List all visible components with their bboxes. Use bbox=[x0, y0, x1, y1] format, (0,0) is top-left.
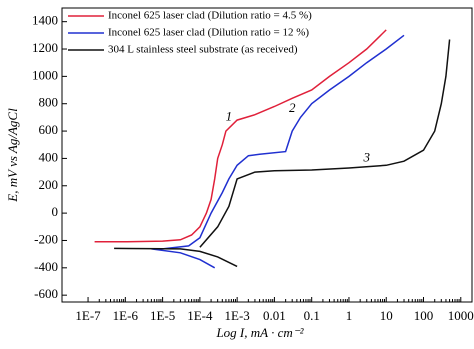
x-tick-label: 1 bbox=[346, 308, 353, 323]
curve-label: 1 bbox=[226, 108, 233, 123]
plot-frame bbox=[61, 7, 473, 303]
x-tick-label: 100 bbox=[414, 308, 434, 323]
legend-label: 304 L stainless steel substrate (as rece… bbox=[108, 44, 298, 56]
y-tick-label: -200 bbox=[34, 231, 58, 246]
x-axis-label: Log I, mA · cm⁻² bbox=[215, 325, 304, 340]
legend-label: Inconel 625 laser clad (Dilution ratio =… bbox=[108, 27, 309, 39]
x-tick-label: 10 bbox=[380, 308, 393, 323]
y-tick-label: 800 bbox=[39, 95, 59, 110]
x-tick-label: 0.1 bbox=[304, 308, 320, 323]
data-line bbox=[94, 29, 387, 243]
y-axis-label: E, mV vs Ag/AgCl bbox=[5, 108, 20, 203]
y-tick-label: 1200 bbox=[32, 40, 58, 55]
curve-label: 3 bbox=[362, 149, 370, 164]
x-tick-label: 1E-6 bbox=[113, 308, 139, 323]
y-tick-label: 1400 bbox=[32, 13, 58, 28]
curve-label: 2 bbox=[289, 100, 296, 115]
y-tick-label: 200 bbox=[39, 177, 59, 192]
y-tick-label: 400 bbox=[39, 149, 59, 164]
x-tick-label: 1E-7 bbox=[75, 308, 101, 323]
x-tick-label: 1E-5 bbox=[150, 308, 175, 323]
data-line bbox=[151, 34, 405, 269]
x-tick-label: 1E-4 bbox=[187, 308, 213, 323]
y-tick-label: -400 bbox=[34, 259, 58, 274]
x-tick-label: 1E-3 bbox=[225, 308, 250, 323]
y-tick-label: -600 bbox=[34, 286, 58, 301]
data-line bbox=[114, 39, 451, 268]
x-tick-label: 1000 bbox=[448, 308, 474, 323]
y-tick-label: 1000 bbox=[32, 67, 58, 82]
legend-label: Inconel 625 laser clad (Dilution ratio =… bbox=[108, 10, 312, 22]
y-tick-label: 0 bbox=[52, 204, 59, 219]
y-tick-label: 600 bbox=[39, 122, 59, 137]
x-tick-label: 0.01 bbox=[263, 308, 286, 323]
